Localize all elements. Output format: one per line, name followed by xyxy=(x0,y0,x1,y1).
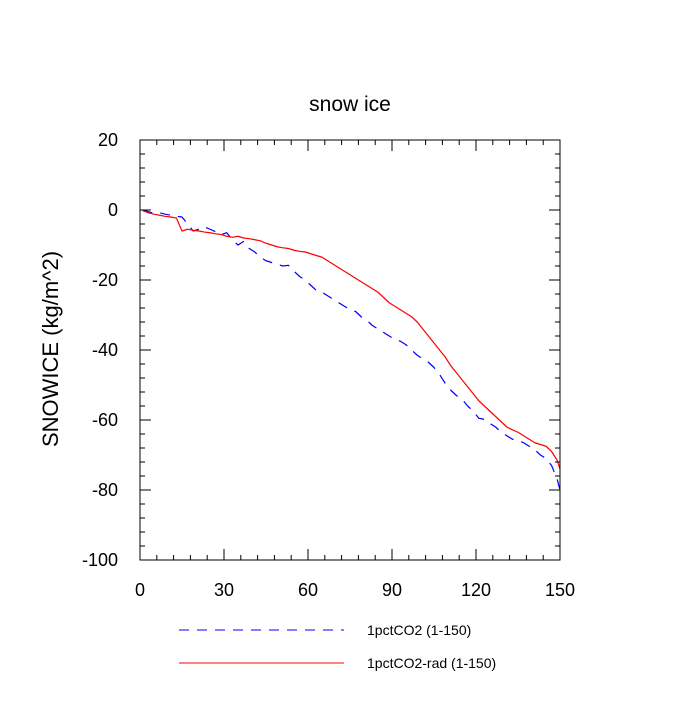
y-tick-label: -60 xyxy=(92,410,118,430)
y-tick-label: -20 xyxy=(92,270,118,290)
y-tick-label: -100 xyxy=(82,550,118,570)
y-axis-label: SNOWICE (kg/m^2) xyxy=(38,251,63,447)
x-tick-label: 120 xyxy=(461,580,491,600)
legend-label-2: 1pctCO2-rad (1-150) xyxy=(367,655,496,671)
y-tick-label: -40 xyxy=(92,340,118,360)
legend-label-1: 1pctCO2 (1-150) xyxy=(367,622,471,638)
axis-layer: 0 30 60 90 120 150 20 0 -20 -40 -60 -80 -100 xyxy=(82,130,575,600)
x-tick-label: 60 xyxy=(298,580,318,600)
series-layer xyxy=(142,209,561,491)
series-line-2 xyxy=(142,210,561,470)
series-line-1 xyxy=(142,209,561,491)
x-tick-label: 90 xyxy=(382,580,402,600)
y-tick-label: 20 xyxy=(98,130,118,150)
x-tick-label: 0 xyxy=(135,580,145,600)
chart-title: snow ice xyxy=(309,93,391,116)
x-tick-label: 150 xyxy=(545,580,575,600)
legend: 1pctCO2 (1-150) 1pctCO2-rad (1-150) xyxy=(179,622,496,671)
x-tick-label: 30 xyxy=(214,580,234,600)
y-tick-label: -80 xyxy=(92,480,118,500)
y-tick-label: 0 xyxy=(108,200,118,220)
